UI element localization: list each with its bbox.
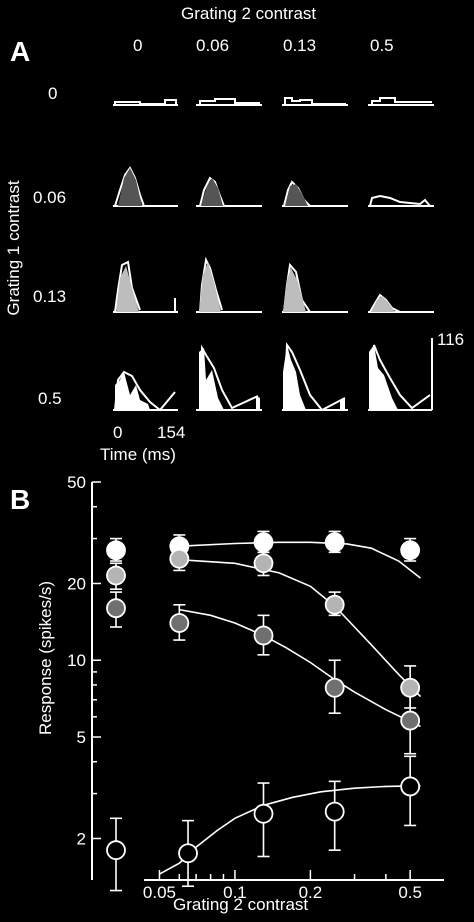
data-point-series-1 [169, 548, 190, 569]
data-point-series-0 [253, 532, 274, 553]
fit-curve-1 [179, 558, 422, 698]
data-point-series-1 [400, 677, 421, 698]
column-label-1: 0.06 [196, 36, 230, 55]
psth-fill-r1-c1 [201, 178, 223, 206]
data-point-series-0 [106, 540, 126, 561]
y-tick-label: 20 [67, 574, 86, 593]
data-point-series-1 [253, 553, 274, 574]
column-label-3: 0.5 [370, 36, 394, 55]
time-axis-label: Time (ms) [100, 445, 176, 464]
data-point-series-3 [178, 843, 198, 864]
psth-fill-r3-c2 [283, 345, 345, 410]
y-tick-label: 2 [77, 829, 86, 848]
fit-curve-0 [179, 541, 421, 579]
data-point-series-3 [324, 801, 345, 822]
psth-fill-r2-c1 [199, 262, 221, 312]
fit-curve-2 [179, 608, 421, 728]
data-point-series-3 [400, 776, 421, 797]
y-tick-label: 5 [77, 728, 86, 747]
psth-r0-c3 [368, 97, 434, 106]
data-point-series-2 [400, 710, 421, 731]
data-point-series-0 [324, 532, 345, 553]
column-label-2: 0.13 [283, 36, 317, 55]
x-tick-label: 0.5 [398, 883, 422, 902]
column-label-0: 0 [133, 36, 143, 55]
row-label-3: 0.5 [38, 389, 62, 408]
x-tick-label: 0.1 [223, 883, 247, 902]
data-point-series-3 [106, 840, 126, 861]
psth-r0-c1 [196, 98, 262, 106]
psth-fill-r3-c3 [369, 345, 398, 410]
data-point-series-3 [253, 803, 274, 824]
data-point-series-2 [324, 677, 345, 698]
psth-fill-r3-c1 [199, 348, 260, 410]
row-label-1: 0.06 [33, 188, 67, 207]
psth-fill-r1-c2 [285, 184, 308, 206]
psth-fill-r2-c0 [116, 266, 139, 312]
time-tick-0: 0 [113, 423, 123, 442]
psth-fill-r2-c3 [371, 296, 395, 312]
data-point-series-2 [253, 625, 274, 646]
y-tick-label: 50 [67, 473, 86, 492]
x-tick-label: 0.2 [299, 883, 323, 902]
fit-curve-3 [159, 785, 421, 875]
psth-r0-c0 [113, 99, 178, 106]
x-tick-label: 0.05 [143, 883, 176, 902]
top-axis-title: Grating 2 contrast [181, 4, 317, 23]
y-tick-label: 10 [67, 651, 86, 670]
panel-a-label: A [10, 36, 31, 67]
data-point-series-0 [400, 540, 421, 561]
psth-fill-r2-c2 [283, 268, 306, 312]
row-label-2: 0.13 [33, 287, 67, 306]
psth-r0-c2 [282, 97, 348, 106]
data-point-series-1 [324, 594, 345, 615]
data-point-series-2 [169, 613, 190, 633]
psth-fill-r3-c0 [115, 372, 150, 410]
data-point-series-2 [106, 598, 126, 619]
psth-r1-c3 [368, 194, 434, 207]
time-tick-154: 154 [157, 423, 186, 442]
row-label-0: 0 [48, 84, 58, 103]
scale-bar-value: 116 [437, 330, 465, 349]
psth-fill-r1-c0 [118, 168, 142, 206]
panel-b-label: B [10, 484, 31, 515]
x-axis-label: Grating 2 contrast [173, 895, 309, 914]
data-point-series-1 [106, 565, 126, 586]
